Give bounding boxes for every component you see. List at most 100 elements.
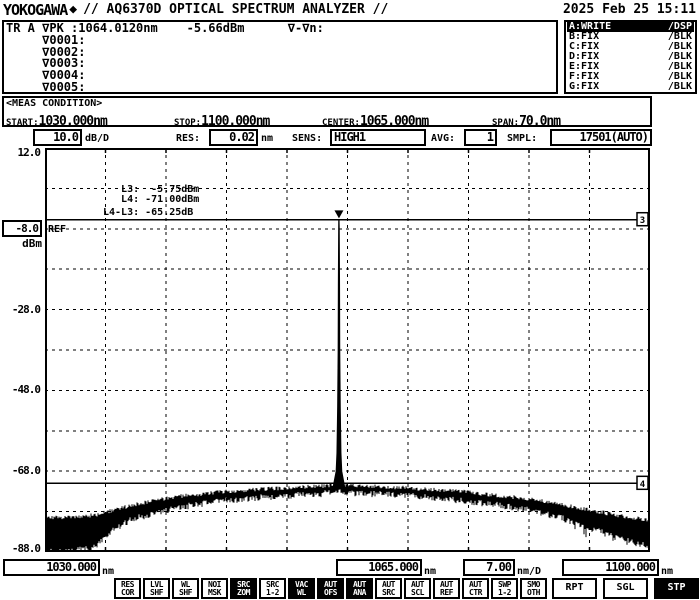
- marker-line-tag-label: 3: [640, 216, 645, 226]
- softkey-aut-ofs[interactable]: AUT OFS: [317, 578, 344, 599]
- softkey-label-top: LVL: [150, 580, 163, 589]
- x-stop-field[interactable]: 1100.000: [562, 559, 659, 576]
- trace-mode: /DSP: [667, 21, 692, 32]
- x-perdiv-field[interactable]: 7.00: [463, 559, 515, 576]
- trace-row-b[interactable]: B:FIX/BLK: [567, 32, 694, 42]
- meas-field-value: 1100.000nm: [201, 114, 270, 129]
- datetime: 2025 Feb 25 15:11: [562, 2, 696, 17]
- meas-field-start: START:1030.000nm: [6, 110, 108, 129]
- smpl-field[interactable]: 17501(AUTO): [550, 129, 652, 146]
- level-scale-unit: dB/D: [85, 133, 110, 144]
- softkey-label-bottom: SHF: [179, 588, 192, 597]
- trace-readout-box: TR A ∇PK :1064.0120nm -5.66dBm ∇-∇n: ∇00…: [2, 20, 558, 94]
- trace-readout-line: ∇0001:: [6, 32, 86, 47]
- softkey-aut-ana[interactable]: AUT ANA: [346, 578, 373, 599]
- trace-readout-line: ∇0005:: [6, 79, 86, 94]
- laser-peak-trace: [332, 219, 346, 489]
- softkey-label-top: SRC: [266, 580, 279, 589]
- softkey-label-top: NOI: [208, 580, 221, 589]
- softkey-label-top: WL: [181, 580, 190, 589]
- meas-field-center: CENTER:1065.000nm: [322, 110, 429, 129]
- softkey-label-bottom: ZOM: [237, 588, 250, 597]
- softkey-aut-src[interactable]: AUT SRC: [375, 578, 402, 599]
- trace-row-a[interactable]: A:WRITE/DSP: [567, 22, 694, 32]
- avg-label: AVG:: [431, 133, 456, 144]
- softkey-label-bottom: MSK: [208, 588, 221, 597]
- x-stop-unit: nm: [661, 566, 674, 577]
- meas-field-value: 1065.000nm: [359, 114, 429, 129]
- trace-mode: /BLK: [667, 71, 692, 82]
- trace-row-d[interactable]: D:FIX/BLK: [567, 52, 694, 62]
- meas-field-span: SPAN:70.0nm: [492, 110, 561, 129]
- softkey-src-zom[interactable]: SRC ZOM: [230, 578, 257, 599]
- x-center-group: 1065.000 nm: [336, 559, 436, 577]
- trace-mode: /BLK: [667, 51, 692, 62]
- meas-field-value: 70.0nm: [519, 114, 561, 129]
- res-field[interactable]: 0.02: [209, 129, 258, 146]
- key-rpt[interactable]: RPT: [552, 578, 597, 599]
- meas-field-label: SPAN:: [492, 118, 520, 128]
- x-start-group: 1030.000 nm: [3, 559, 114, 577]
- softkey-swp-1-2[interactable]: SWP 1-2: [491, 578, 518, 599]
- x-center-field[interactable]: 1065.000: [336, 559, 422, 576]
- softkey-label-bottom: REF: [440, 588, 453, 597]
- softkey-aut-ctr[interactable]: AUT CTR: [462, 578, 489, 599]
- softkey-label-top: AUT: [411, 580, 424, 589]
- res-unit: nm: [261, 133, 274, 144]
- trace-row-e[interactable]: E:FIX/BLK: [567, 62, 694, 72]
- trace-status-panel: A:WRITE/DSP B:FIX/BLK C:FIX/BLK D:FIX/BLK E:…: [564, 20, 697, 94]
- marker-line-tag-label: 4: [640, 480, 646, 490]
- x-start-unit: nm: [102, 566, 115, 577]
- trace-row-g[interactable]: G:FIX/BLK: [567, 82, 694, 92]
- meas-field-stop: STOP:1100.000nm: [174, 110, 270, 129]
- trace-row-f[interactable]: F:FIX/BLK: [567, 72, 694, 82]
- softkey-res-cor[interactable]: RES COR: [114, 578, 141, 599]
- key-stp[interactable]: STP: [654, 578, 699, 599]
- trace-readout-line: TR A ∇PK :1064.0120nm -5.66dBm ∇-∇n:: [6, 21, 324, 35]
- plot-frame: [45, 148, 650, 552]
- softkey-vac-wl[interactable]: VAC WL: [288, 578, 315, 599]
- instrument-title: // AQ6370D OPTICAL SPECTRUM ANALYZER //: [83, 2, 389, 17]
- marker-annotation: L3: -5.75dBm: [103, 184, 199, 195]
- softkey-lvl-shf[interactable]: LVL SHF: [143, 578, 170, 599]
- avg-field[interactable]: 1: [464, 129, 497, 146]
- y-axis-label: -68.0: [11, 464, 41, 478]
- softkey-aut-scl[interactable]: AUT SCL: [404, 578, 431, 599]
- y-axis-label: -48.0: [11, 383, 41, 397]
- meas-field-label: STOP:: [174, 118, 202, 128]
- y-axis-label: 12.0: [17, 146, 42, 159]
- meas-field-label: CENTER:: [322, 118, 360, 128]
- softkey-smo-oth[interactable]: SMO OTH: [520, 578, 547, 599]
- meas-field-label: START:: [6, 118, 39, 128]
- trace-name: B:FIX: [569, 31, 600, 42]
- noise-floor-trace: [45, 483, 650, 552]
- ref-level-field[interactable]: -8.0: [2, 219, 42, 237]
- softkey-label-top: SWP: [498, 580, 511, 589]
- y-axis-label: -88.0: [11, 542, 41, 555]
- softkey-noi-msk[interactable]: NOI MSK: [201, 578, 228, 599]
- softkey-label-top: AUT: [440, 580, 453, 589]
- softkey-label-top: AUT: [324, 580, 337, 589]
- softkey-label-bottom: COR: [121, 588, 134, 597]
- y-axis-unit: dBm: [22, 236, 42, 250]
- key-sgl[interactable]: SGL: [603, 578, 648, 599]
- trace-name: A:WRITE: [569, 21, 612, 32]
- softkey-label-top: RES: [121, 580, 134, 589]
- x-stop-group: 1100.000 nm: [562, 559, 673, 577]
- softkey-aut-ref[interactable]: AUT REF: [433, 578, 460, 599]
- softkey-src-1-2[interactable]: SRC 1-2: [259, 578, 286, 599]
- softkey-label-bottom: WL: [297, 588, 306, 597]
- x-start-field[interactable]: 1030.000: [3, 559, 100, 576]
- sens-field[interactable]: HIGH1: [330, 129, 426, 146]
- softkey-wl-shf[interactable]: WL SHF: [172, 578, 199, 599]
- trace-mode: /BLK: [667, 31, 692, 42]
- meas-condition-box: <MEAS CONDITION> START:1030.000nm STOP:11…: [2, 96, 652, 129]
- trace-mode: /BLK: [667, 61, 692, 72]
- meas-condition-heading: <MEAS CONDITION>: [6, 98, 103, 109]
- meas-field-value: 1030.000nm: [38, 114, 108, 129]
- softkey-label-top: SMO: [527, 580, 540, 589]
- trace-mode: /BLK: [667, 81, 692, 92]
- trace-row-c[interactable]: C:FIX/BLK: [567, 42, 694, 52]
- softkey-label-bottom: SRC: [382, 588, 395, 597]
- level-scale-field[interactable]: 10.0: [33, 129, 82, 146]
